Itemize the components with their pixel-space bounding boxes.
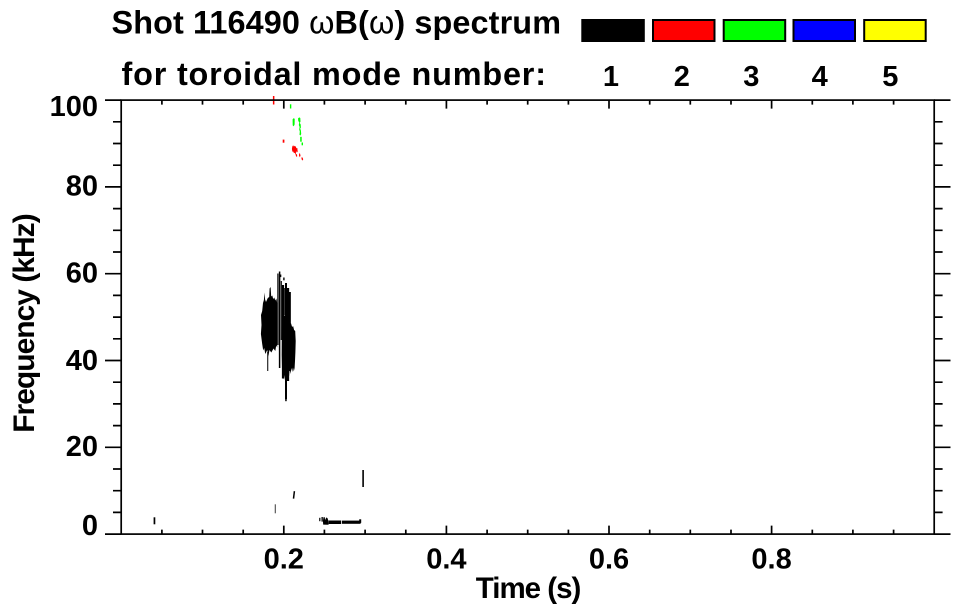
svg-text:1: 1 xyxy=(603,61,619,93)
svg-text:4: 4 xyxy=(812,61,828,93)
svg-text:0.2: 0.2 xyxy=(264,544,304,576)
svg-text:Time (s): Time (s) xyxy=(476,572,582,605)
svg-text:60: 60 xyxy=(66,257,98,289)
svg-text:Frequency (kHz): Frequency (kHz) xyxy=(8,213,41,433)
svg-text:0.6: 0.6 xyxy=(589,544,629,576)
svg-text:0.8: 0.8 xyxy=(751,544,791,576)
svg-text:5: 5 xyxy=(882,61,898,93)
svg-text:Shot 116490 ωB(ω) spectrum: Shot 116490 ωB(ω) spectrum xyxy=(112,5,562,41)
svg-text:100: 100 xyxy=(50,91,98,123)
svg-text:80: 80 xyxy=(66,171,98,203)
svg-text:20: 20 xyxy=(66,431,98,463)
svg-text:0: 0 xyxy=(82,510,98,542)
svg-text:0.4: 0.4 xyxy=(426,544,466,576)
svg-text:for toroidal mode number:: for toroidal mode number: xyxy=(122,56,547,92)
svg-text:2: 2 xyxy=(674,61,690,93)
svg-text:3: 3 xyxy=(743,61,759,93)
svg-text:40: 40 xyxy=(66,345,98,377)
